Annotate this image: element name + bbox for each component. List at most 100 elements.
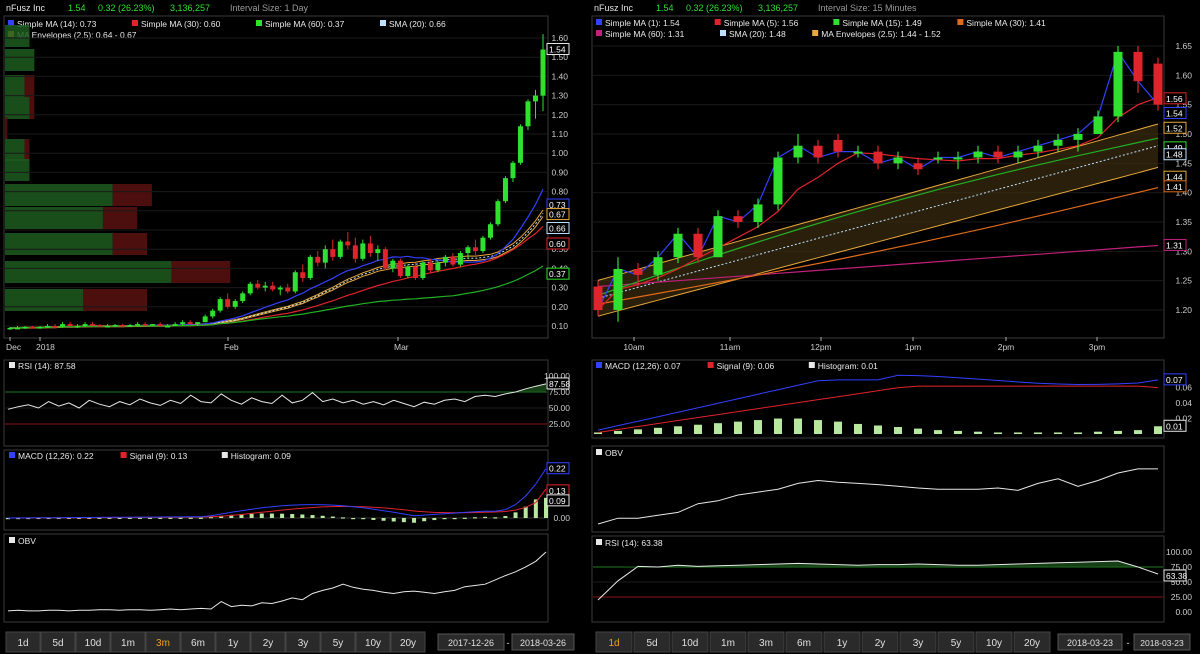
- range-button-1y[interactable]: 1y: [823, 631, 861, 653]
- range-button-3y[interactable]: 3y: [285, 631, 321, 653]
- candle-body: [397, 260, 403, 277]
- legend-label: Simple MA (5): 1.56: [724, 18, 799, 28]
- range-button-6m[interactable]: 6m: [180, 631, 216, 653]
- candle-body: [517, 126, 523, 163]
- range-button-box[interactable]: [747, 631, 785, 653]
- right-macd-panel-frame: [591, 359, 1165, 439]
- volume-profile-bar: [29, 97, 35, 119]
- range-button-5y[interactable]: 5y: [937, 631, 975, 653]
- macd-histogram-bar: [674, 426, 682, 434]
- macd-histogram-bar: [137, 517, 142, 519]
- macd-histogram-bar: [259, 513, 264, 518]
- range-button-box[interactable]: [785, 631, 823, 653]
- candle-body: [1133, 51, 1143, 82]
- range-button-10d[interactable]: 10d: [75, 631, 111, 653]
- interval-size: Interval Size: 15 Minutes: [818, 3, 917, 13]
- price-change: 0.32 (26.23%): [98, 3, 155, 13]
- range-button-box[interactable]: [633, 631, 671, 653]
- range-button-box[interactable]: [215, 631, 251, 653]
- volume-profile-bar: [171, 261, 231, 283]
- volume-profile-bar: [5, 75, 25, 97]
- range-button-10y[interactable]: 10y: [355, 631, 391, 653]
- date-from-field[interactable]: [437, 633, 505, 651]
- value-badge: 0.60: [546, 237, 570, 250]
- range-button-1m[interactable]: 1m: [709, 631, 747, 653]
- range-button-2y[interactable]: 2y: [250, 631, 286, 653]
- square-icon: [256, 20, 262, 26]
- range-button-box[interactable]: [899, 631, 937, 653]
- square-icon: [221, 452, 228, 458]
- range-button-box[interactable]: [5, 631, 41, 653]
- range-button-box[interactable]: [75, 631, 111, 653]
- range-button-box[interactable]: [285, 631, 321, 653]
- candle-body: [150, 324, 156, 326]
- candle-body: [375, 249, 381, 254]
- range-button-box[interactable]: [320, 631, 356, 653]
- range-button-box[interactable]: [180, 631, 216, 653]
- value-badge-box: [546, 237, 570, 250]
- macd-histogram-bar: [452, 518, 457, 520]
- range-button-box[interactable]: [355, 631, 391, 653]
- range-button-box[interactable]: [40, 631, 76, 653]
- range-button-label: 1y: [837, 638, 848, 649]
- macd-histogram-bar: [381, 518, 386, 521]
- candle-body: [813, 145, 823, 158]
- range-button-20y[interactable]: 20y: [390, 631, 426, 653]
- candle-body: [442, 256, 448, 263]
- range-button-5d[interactable]: 5d: [40, 631, 76, 653]
- volume-profile-bar: [5, 25, 30, 47]
- value-badge-box: [546, 43, 570, 56]
- candle-body: [953, 157, 963, 160]
- range-button-5d[interactable]: 5d: [633, 631, 671, 653]
- range-button-box[interactable]: [709, 631, 747, 653]
- range-button-1y[interactable]: 1y: [215, 631, 251, 653]
- range-button-box[interactable]: [823, 631, 861, 653]
- range-button-3y[interactable]: 3y: [899, 631, 937, 653]
- candle-body: [450, 256, 456, 265]
- left-obv-panel: OBV: [3, 533, 549, 623]
- range-button-box[interactable]: [145, 631, 181, 653]
- range-button-box[interactable]: [250, 631, 286, 653]
- candle-body: [973, 151, 983, 158]
- range-button-3m[interactable]: 3m: [747, 631, 785, 653]
- range-button-6m[interactable]: 6m: [785, 631, 823, 653]
- range-button-box[interactable]: [390, 631, 426, 653]
- range-button-box[interactable]: [937, 631, 975, 653]
- date-to-field[interactable]: [511, 633, 575, 651]
- range-button-2y[interactable]: 2y: [861, 631, 899, 653]
- date-from-value: 2018-03-23: [1067, 638, 1113, 648]
- right-obv-panel: OBV: [591, 445, 1165, 533]
- range-button-1d[interactable]: 1d: [5, 631, 41, 653]
- range-button-1m[interactable]: 1m: [110, 631, 146, 653]
- range-button-10d[interactable]: 10d: [671, 631, 709, 653]
- range-button-label: 2y: [875, 638, 886, 649]
- macd-axis-label: 0.00: [553, 513, 570, 523]
- range-button-1d[interactable]: 1d: [595, 631, 633, 653]
- candle-body: [315, 256, 321, 263]
- x-axis-label: Feb: [224, 342, 239, 352]
- range-button-box[interactable]: [671, 631, 709, 653]
- range-button-label: 10y: [986, 638, 1002, 649]
- range-button-box[interactable]: [975, 631, 1013, 653]
- macd-histogram-bar: [16, 517, 21, 520]
- range-button-box[interactable]: [861, 631, 899, 653]
- value-badge-box: [546, 377, 570, 390]
- price-axis-label: 0.20: [551, 302, 568, 312]
- macd-axis-label: 0.06: [1175, 383, 1192, 393]
- candle-body: [693, 233, 703, 258]
- obv-label: OBV: [605, 448, 623, 458]
- range-button-box[interactable]: [110, 631, 146, 653]
- date-to-field[interactable]: [1133, 633, 1191, 651]
- macd-histogram-bar: [168, 517, 173, 519]
- range-button-box[interactable]: [1013, 631, 1051, 653]
- macd-histogram-bar: [634, 429, 642, 434]
- range-button-10y[interactable]: 10y: [975, 631, 1013, 653]
- range-button-5y[interactable]: 5y: [320, 631, 356, 653]
- range-button-box[interactable]: [595, 631, 633, 653]
- macd-histogram-bar: [774, 418, 782, 434]
- date-from-field[interactable]: [1057, 633, 1123, 651]
- range-button-3m[interactable]: 3m: [145, 631, 181, 653]
- square-icon: [596, 539, 602, 545]
- range-button-20y[interactable]: 20y: [1013, 631, 1051, 653]
- candle-body: [1093, 116, 1103, 134]
